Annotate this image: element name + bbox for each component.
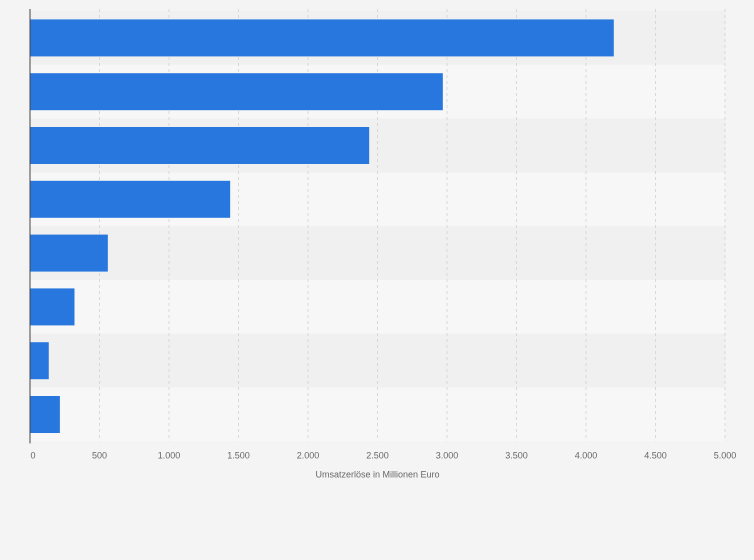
- row-bands: [30, 11, 725, 442]
- bar: [30, 342, 49, 380]
- bar: [30, 234, 108, 272]
- x-axis-title: Umsatzerlöse in Millionen Euro: [315, 469, 439, 479]
- bar: [30, 19, 614, 57]
- row-band: [30, 333, 725, 388]
- bars: [30, 19, 614, 433]
- x-axis-tick-labels: 0 500 1.000 1.500 2.000 2.500 3.000 3.500 4.000 4…: [30, 450, 736, 460]
- row-band: [30, 226, 725, 280]
- x-tick-label: 0: [30, 450, 35, 460]
- x-tick-label: 4.500: [644, 450, 667, 460]
- bar: [30, 73, 443, 111]
- x-tick-label: 1.500: [227, 450, 250, 460]
- row-band: [30, 387, 725, 442]
- x-tick-label: 1.000: [158, 450, 181, 460]
- x-tick-label: 4.000: [575, 450, 598, 460]
- x-tick-label: 500: [92, 450, 107, 460]
- x-tick-label: 2.000: [297, 450, 320, 460]
- bar: [30, 396, 60, 433]
- bar: [30, 180, 231, 218]
- x-tick-label: 3.000: [436, 450, 459, 460]
- bar: [30, 127, 370, 164]
- bar: [30, 288, 75, 326]
- x-tick-label: 2.500: [366, 450, 389, 460]
- row-band: [30, 280, 725, 334]
- x-tick-label: 3.500: [505, 450, 528, 460]
- x-tick-label: 5.000: [714, 450, 737, 460]
